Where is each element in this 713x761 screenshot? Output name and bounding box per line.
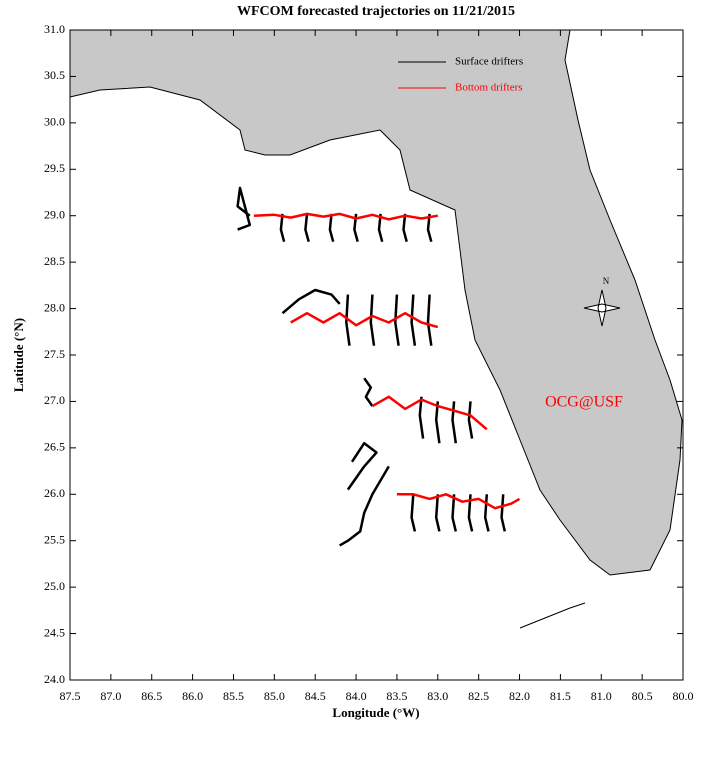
y-axis-label: Latitude (°N) <box>11 318 26 392</box>
x-tick-label: 84.5 <box>305 689 326 703</box>
trajectory <box>328 213 335 243</box>
x-tick-label: 86.0 <box>182 689 203 703</box>
compass-label: N <box>603 276 610 286</box>
y-tick-label: 31.0 <box>44 22 65 36</box>
x-tick-label: 82.5 <box>468 689 489 703</box>
y-tick-label: 26.0 <box>44 486 65 500</box>
trajectory <box>418 396 425 439</box>
annotation: OCG@USF <box>545 394 623 411</box>
trajectory <box>345 294 351 346</box>
trajectory <box>434 494 441 532</box>
trajectory <box>363 377 374 407</box>
y-tick-label: 25.0 <box>44 579 65 593</box>
trajectory <box>394 294 400 346</box>
trajectory <box>500 494 507 532</box>
y-tick-label: 26.5 <box>44 440 65 454</box>
x-tick-label: 81.5 <box>550 689 571 703</box>
trajectory <box>426 294 433 346</box>
trajectory <box>451 401 458 444</box>
x-tick-label: 81.0 <box>591 689 612 703</box>
trajectory <box>304 213 310 243</box>
trajectory <box>467 401 474 439</box>
x-tick-label: 80.5 <box>632 689 653 703</box>
y-tick-label: 30.5 <box>44 68 65 82</box>
compass: N <box>583 276 621 327</box>
trajectory <box>339 465 390 547</box>
chart-title: WFCOM forecasted trajectories on 11/21/2… <box>237 4 515 19</box>
trajectory <box>402 213 408 243</box>
y-tick-label: 29.5 <box>44 161 65 175</box>
trajectory <box>369 294 376 346</box>
land <box>69 29 683 576</box>
y-tick-label: 30.0 <box>44 115 65 129</box>
trajectory <box>279 213 286 243</box>
keys <box>519 602 586 629</box>
trajectory <box>410 294 417 346</box>
x-tick-label: 83.0 <box>427 689 448 703</box>
y-tick-label: 25.5 <box>44 532 65 546</box>
x-tick-label: 84.0 <box>346 689 367 703</box>
trajectory <box>281 288 341 315</box>
trajectory <box>290 311 439 329</box>
legend-label: Surface drifters <box>455 56 523 68</box>
trajectory <box>236 186 252 231</box>
trajectory <box>451 494 458 532</box>
trajectory <box>371 395 488 431</box>
trajectory <box>253 212 439 221</box>
y-tick-label: 28.0 <box>44 300 65 314</box>
y-tick-label: 29.0 <box>44 207 65 221</box>
x-tick-label: 85.5 <box>223 689 244 703</box>
legend-label: Bottom drifters <box>455 82 523 94</box>
y-tick-label: 24.5 <box>44 625 65 639</box>
trajectory <box>396 493 521 510</box>
trajectory <box>426 213 433 243</box>
y-tick-label: 27.0 <box>44 393 65 407</box>
x-tick-label: 80.0 <box>673 689 694 703</box>
x-axis-label: Longitude (°W) <box>332 705 419 720</box>
x-tick-label: 87.5 <box>60 689 81 703</box>
y-tick-label: 27.5 <box>44 347 65 361</box>
trajectory <box>410 494 417 532</box>
x-tick-label: 87.0 <box>100 689 121 703</box>
x-tick-label: 82.0 <box>509 689 530 703</box>
x-tick-label: 83.5 <box>386 689 407 703</box>
trajectory <box>483 494 490 532</box>
trajectory <box>377 213 384 243</box>
x-tick-label: 86.5 <box>141 689 162 703</box>
trajectory <box>346 441 378 491</box>
x-tick-label: 85.0 <box>264 689 285 703</box>
trajectory <box>434 401 441 444</box>
y-tick-label: 24.0 <box>44 672 65 686</box>
trajectory <box>467 494 474 532</box>
y-tick-label: 28.5 <box>44 254 65 268</box>
